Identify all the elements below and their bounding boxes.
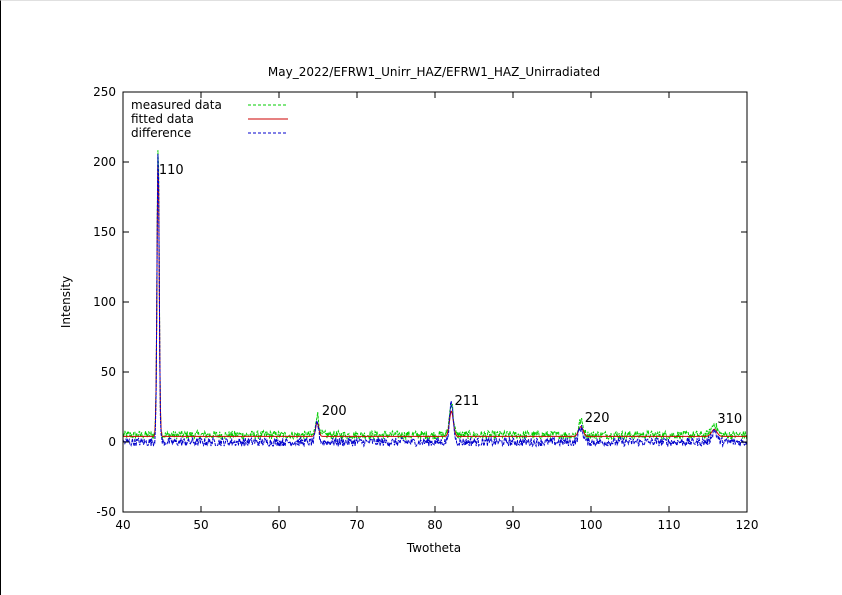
x-tick-label: 60 [271,518,286,532]
x-tick-label: 50 [193,518,208,532]
plot-frame [122,91,748,513]
x-tick-label: 40 [115,518,130,532]
axis-ticks: 40 50 60 70 80 90 100 110 120 -50 0 50 100 150 200 250 [93,85,758,532]
series-line-measured [122,150,748,442]
x-axis-label: Twotheta [406,541,461,555]
peak-label-110: 110 [159,163,184,178]
legend-label-measured: measured data [131,98,222,112]
x-tick-label: 70 [349,518,364,532]
x-tick-label: 80 [427,518,442,532]
y-tick-label: 0 [108,435,116,449]
y-axis-label: Intensity [59,276,73,328]
series-line-fitted [123,164,747,437]
y-tick-label: 100 [93,295,116,309]
plot-area [122,150,748,449]
peak-label-310: 310 [717,412,742,427]
peak-label-211: 211 [455,394,480,409]
x-tick-label: 110 [658,518,681,532]
series-line-difference [122,153,748,449]
legend: measured data fitted data difference [131,98,288,140]
y-tick-label: 200 [93,155,116,169]
legend-label-fitted: fitted data [131,112,194,126]
x-tick-label: 120 [736,518,759,532]
x-tick-label: 90 [505,518,520,532]
y-tick-label: 150 [93,225,116,239]
peak-label-220: 220 [585,411,610,426]
peak-annotations: 110 200 211 220 310 [159,163,742,427]
x-tick-label: 100 [580,518,603,532]
y-tick-label: -50 [96,505,116,519]
legend-label-difference: difference [131,126,191,140]
y-tick-label: 50 [101,365,116,379]
y-tick-label: 250 [93,85,116,99]
peak-label-200: 200 [322,404,347,419]
chart-title: May_2022/EFRW1_Unirr_HAZ/EFRW1_HAZ_Unirr… [268,65,600,79]
